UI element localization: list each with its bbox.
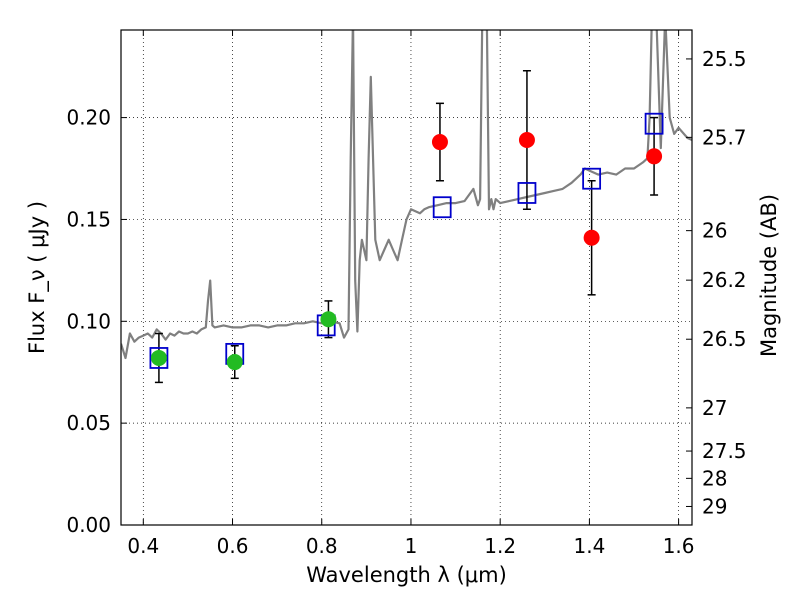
y-axis-ticks: 0.00 0.05 0.10 0.15 0.20 xyxy=(66,106,127,537)
model-point-square xyxy=(149,347,169,369)
x-tick-label: 1 xyxy=(405,534,418,558)
grid-lines xyxy=(121,30,692,526)
y2-tick-label: 25.5 xyxy=(702,47,747,71)
y2-tick-label: 27.5 xyxy=(702,439,747,463)
x-axis-label: Wavelength λ (μm) xyxy=(306,563,507,587)
model-point-square xyxy=(582,167,602,190)
data-point-circle xyxy=(320,311,337,328)
model-point-square xyxy=(517,182,537,204)
y-tick-label: 0.00 xyxy=(66,513,111,537)
spectrum-line xyxy=(121,30,692,360)
model-square-group xyxy=(149,112,664,369)
observed-circle-group xyxy=(150,132,663,371)
y-axis-label: Flux F_ν ( μJy ) xyxy=(25,201,50,354)
y2-tick-label: 26.5 xyxy=(702,327,747,351)
y2-tick-label: 25.7 xyxy=(702,125,747,149)
y-tick-label: 0.15 xyxy=(66,207,111,231)
spectrum-line-group xyxy=(121,30,692,360)
y2-tick-label: 26.2 xyxy=(702,268,747,292)
data-point-circle xyxy=(518,132,535,148)
y-tick-label: 0.20 xyxy=(66,106,111,130)
y2-tick-label: 28 xyxy=(702,466,727,490)
y2-tick-label: 26 xyxy=(702,219,727,243)
x-tick-label: 1.4 xyxy=(573,534,605,558)
data-point-circle xyxy=(431,134,448,151)
x-tick-label: 1.6 xyxy=(663,534,695,558)
y2-tick-label: 27 xyxy=(702,396,727,420)
x-tick-label: 0.6 xyxy=(217,534,249,558)
x-tick-label: 0.4 xyxy=(127,534,159,558)
data-point-circle xyxy=(646,148,663,165)
data-point-circle xyxy=(583,229,600,246)
y2-tick-label: 29 xyxy=(702,494,727,518)
x-tick-label: 1.2 xyxy=(484,534,516,558)
x-axis-ticks: 0.4 0.6 0.8 1 1.2 1.4 1.6 xyxy=(127,30,695,558)
y2-axis-ticks: 25.5 25.7 26 26.2 26.5 27 27.5 28 29 xyxy=(686,47,747,518)
model-point-square xyxy=(644,112,664,135)
y2-axis-label: Magnitude (AB) xyxy=(757,194,781,357)
errorbar-group xyxy=(154,69,659,384)
data-point-circle xyxy=(226,354,243,371)
y-tick-label: 0.05 xyxy=(66,411,111,435)
x-tick-label: 0.8 xyxy=(306,534,338,558)
chart-series xyxy=(121,30,692,384)
plot-frame xyxy=(120,29,693,526)
data-point-circle xyxy=(150,349,167,366)
model-point-square xyxy=(432,196,452,219)
y-tick-label: 0.10 xyxy=(66,309,111,333)
